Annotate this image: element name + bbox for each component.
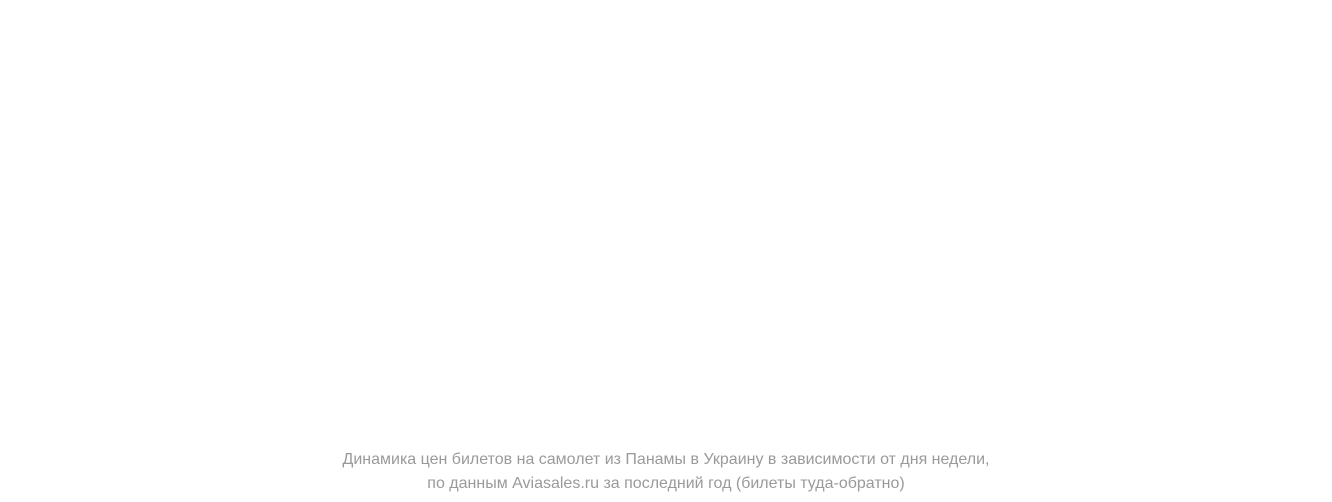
caption-line1: Динамика цен билетов на самолет из Панам… [343,451,990,468]
x-axis [150,393,1325,433]
price-chart: Динамика цен билетов на самолет из Панам… [0,0,1332,502]
plot-area [150,13,1325,393]
caption-line2: по данным Aviasales.ru за последний год … [427,475,904,492]
y-axis [0,0,150,400]
chart-caption: Динамика цен билетов на самолет из Панам… [0,448,1332,496]
